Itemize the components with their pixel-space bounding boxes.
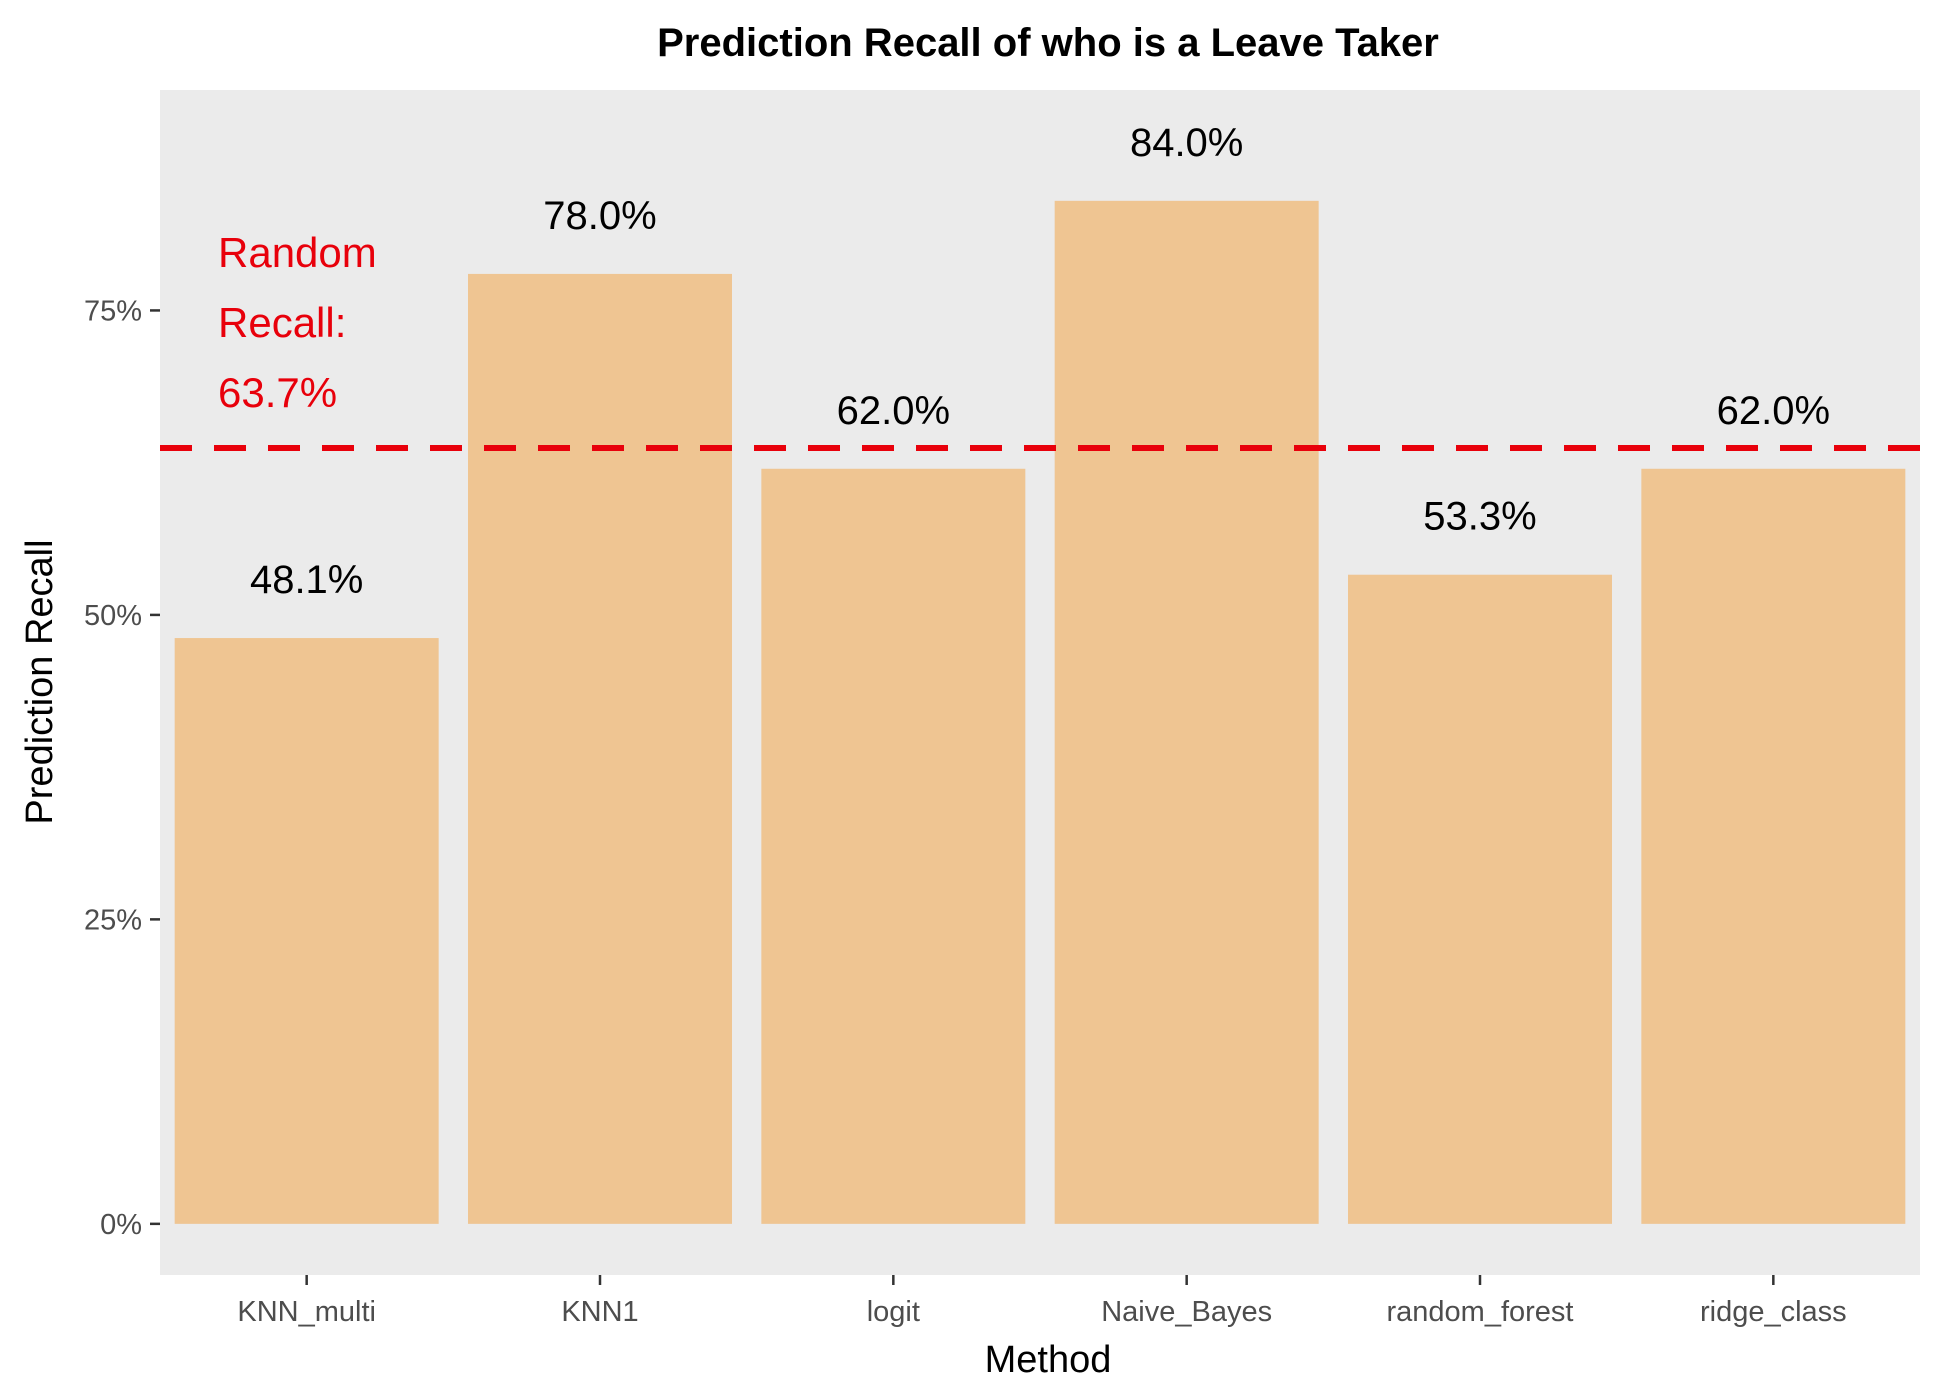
x-axis-title: Method — [985, 1339, 1112, 1381]
bars — [174, 200, 1906, 1224]
bar-knn-multi — [174, 638, 439, 1224]
x-axis: KNN_multi KNN1 logit Naive_Bayes random_fore… — [237, 1275, 1847, 1328]
bar-knn1 — [468, 273, 732, 1224]
x-tick-label: logit — [867, 1296, 920, 1328]
data-label: 62.0% — [1717, 389, 1830, 433]
y-tick-label: 75% — [84, 295, 142, 327]
plot-panel — [160, 90, 1920, 1275]
data-label: 84.0% — [1130, 121, 1243, 165]
bar-logit — [761, 468, 1026, 1224]
chart-title: Prediction Recall of who is a Leave Take… — [657, 21, 1439, 65]
x-tick-label: KNN_multi — [237, 1296, 376, 1328]
y-tick-label: 50% — [84, 600, 142, 632]
bar-ridge-class — [1641, 468, 1906, 1224]
y-axis-title: Prediction Recall — [19, 539, 61, 824]
x-tick-label: Naive_Bayes — [1101, 1296, 1272, 1328]
y-tick-label: 0% — [100, 1209, 142, 1241]
data-label: 78.0% — [543, 194, 656, 238]
data-label: 53.3% — [1423, 495, 1536, 539]
bar-naive-bayes — [1054, 200, 1319, 1224]
y-tick-label: 25% — [84, 904, 142, 936]
reference-line-group: Random Recall: 63.7% — [160, 229, 1920, 452]
data-labels: 48.1% 78.0% 62.0% 84.0% 53.3% 62.0% — [250, 121, 1830, 602]
data-label: 48.1% — [250, 558, 363, 602]
random-recall-label: Recall: — [218, 299, 346, 346]
x-tick-label: ridge_class — [1700, 1296, 1847, 1328]
y-axis: 0% 25% 50% 75% — [84, 295, 160, 1241]
x-tick-label: KNN1 — [561, 1296, 638, 1328]
x-tick-label: random_forest — [1387, 1296, 1574, 1328]
random-recall-label: 63.7% — [218, 369, 337, 416]
data-label: 62.0% — [837, 389, 950, 433]
bar-random-forest — [1348, 574, 1612, 1224]
random-recall-label: Random — [218, 229, 377, 276]
